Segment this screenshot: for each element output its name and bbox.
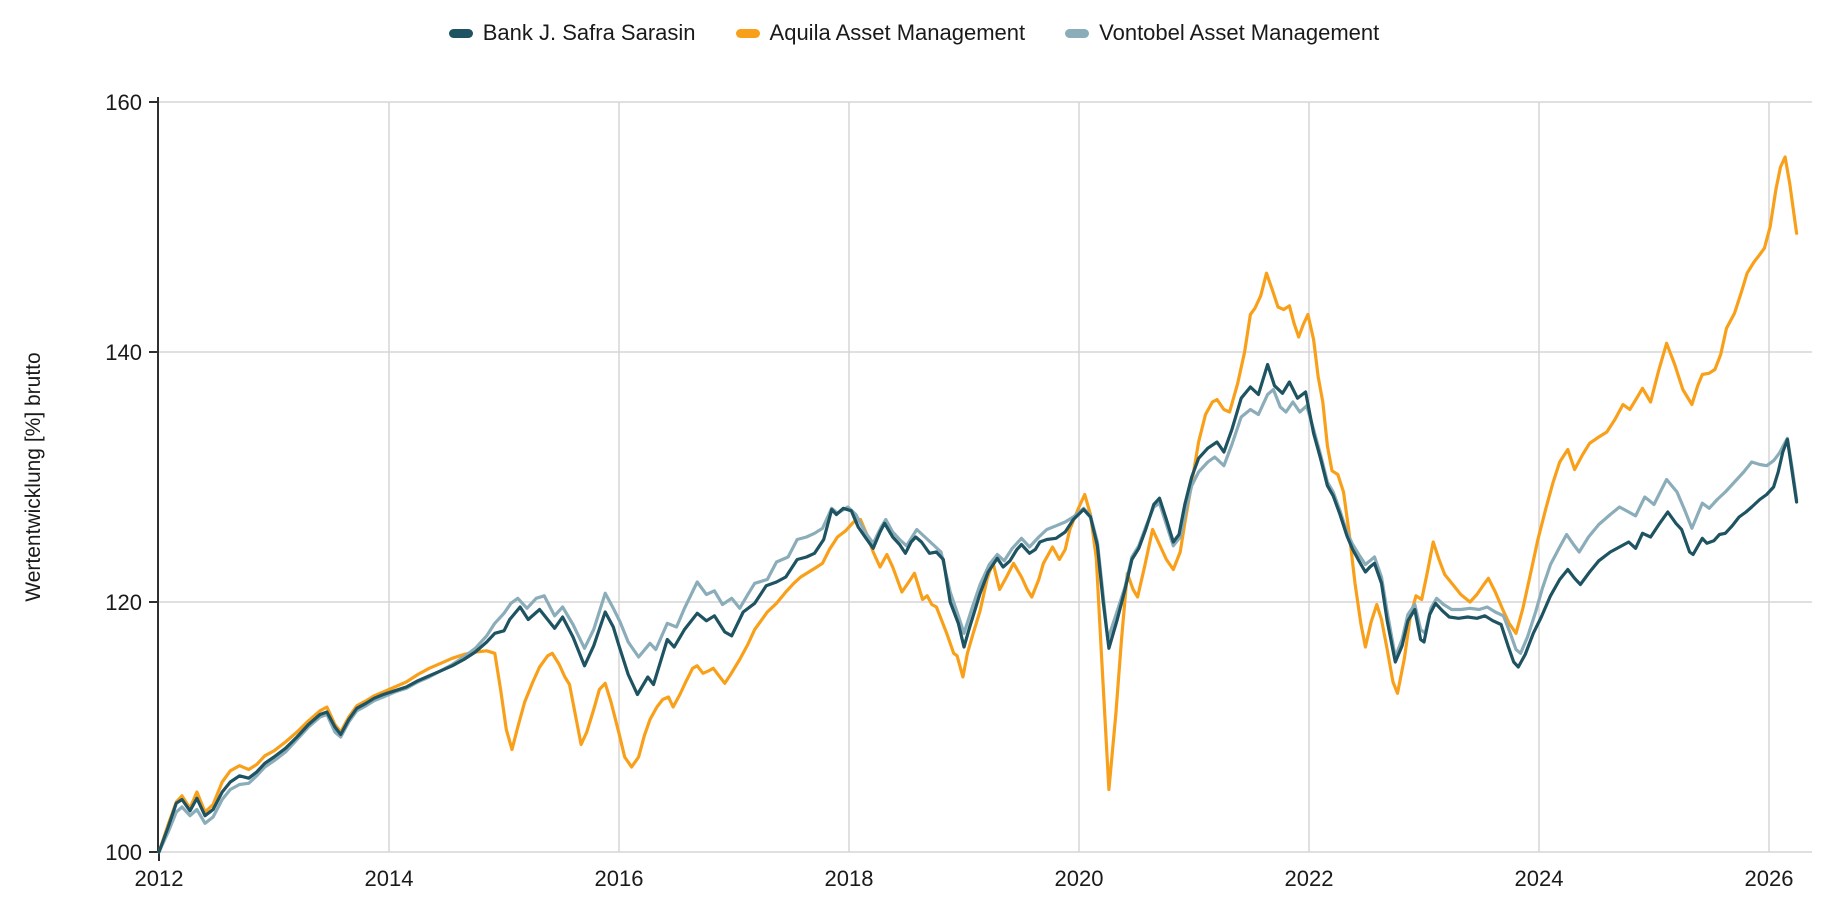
y-tick-labels: 100 120 140 160 — [105, 90, 142, 865]
aquila-series-swatch-icon — [735, 28, 760, 38]
series-line-0 — [157, 362, 1799, 854]
legend-item-sarasin[interactable]: Bank J. Safra Sarasin — [448, 20, 696, 45]
sarasin-series-swatch-icon — [448, 28, 473, 38]
series-line-2 — [157, 387, 1799, 854]
legend-label: Bank J. Safra Sarasin — [482, 20, 696, 45]
series-line-1 — [157, 155, 1799, 854]
legend: Bank J. Safra Sarasin Aquila Asset Manag… — [0, 22, 1828, 44]
x-tick-label: 2016 — [595, 866, 644, 891]
x-tick-labels: 2012 2014 2016 2018 2020 2022 2024 2026 — [135, 866, 1794, 891]
y-tick-label: 140 — [105, 340, 142, 365]
x-tick-label: 2024 — [1515, 866, 1564, 891]
x-tick-label: 2022 — [1285, 866, 1334, 891]
x-tick-label: 2026 — [1745, 866, 1794, 891]
x-tick-label: 2020 — [1055, 866, 1104, 891]
x-tick-label: 2018 — [825, 866, 874, 891]
y-tick-label: 100 — [105, 840, 142, 865]
y-tick-label: 120 — [105, 590, 142, 615]
vontobel-series-swatch-icon — [1065, 28, 1090, 38]
legend-item-vontobel[interactable]: Vontobel Asset Management — [1065, 22, 1379, 44]
legend-label: Vontobel Asset Management — [1099, 20, 1380, 45]
legend-item-aquila[interactable]: Aquila Asset Management — [735, 20, 1026, 45]
x-tick-label: 2014 — [365, 866, 414, 891]
x-tick-label: 2012 — [135, 866, 184, 891]
y-tick-label: 160 — [105, 90, 142, 115]
legend-label: Aquila Asset Management — [769, 20, 1026, 45]
y-axis — [149, 97, 160, 861]
gridlines — [158, 101, 1812, 853]
y-axis-title: Wertentwicklung [%] brutto — [22, 352, 45, 602]
